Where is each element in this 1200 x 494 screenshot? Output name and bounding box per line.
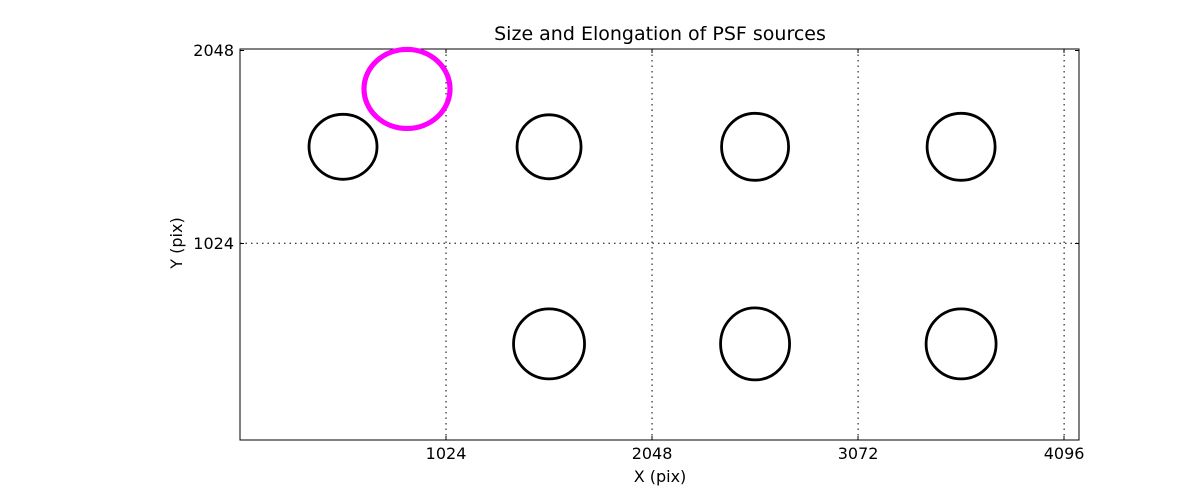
x-axis-label: X (pix): [634, 467, 687, 486]
y-axis-label: Y (pix): [167, 217, 186, 269]
x-tick-label: 1024: [426, 444, 467, 463]
psf-source: [925, 111, 997, 182]
plot-title: Size and Elongation of PSF sources: [494, 23, 826, 45]
psf-source: [515, 113, 583, 181]
psf-source-highlighted: [361, 46, 453, 132]
ticklabel-layer: 1024 2048 3072 4096 1024 2048: [193, 41, 1084, 463]
tick-layer: [240, 49, 1079, 440]
source-layer: [307, 46, 998, 382]
x-tick-label: 2048: [632, 444, 673, 463]
x-tick-label: 4096: [1044, 444, 1085, 463]
psf-source: [720, 111, 790, 182]
psf-source: [924, 307, 998, 381]
psf-source: [719, 306, 791, 382]
psf-source: [512, 307, 586, 381]
y-tick-label: 1024: [193, 234, 234, 253]
grid-layer: [240, 49, 1079, 440]
plot-frame: [239, 48, 1080, 441]
x-tick-label: 3072: [838, 444, 879, 463]
psf-source: [307, 112, 379, 181]
y-tick-label: 2048: [193, 41, 234, 60]
